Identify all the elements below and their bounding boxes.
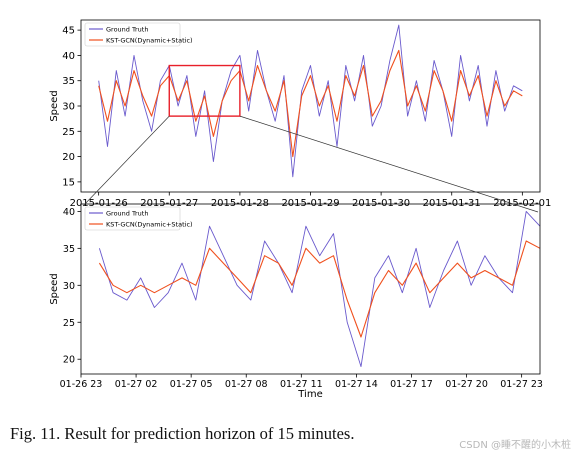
zoom-box <box>168 64 241 117</box>
y-tick-label: 20 <box>63 355 75 366</box>
x-tick-label: 2015-01-26 <box>70 198 128 209</box>
x-tick-label: 01-27 20 <box>445 379 488 390</box>
series-line-ground-truth <box>98 24 523 178</box>
x-tick-label: 2015-01-29 <box>281 198 339 209</box>
legend: Ground Truth KST-GCN(Dynamic+Static) <box>84 22 193 47</box>
x-tick-label: 01-27 23 <box>500 379 543 390</box>
x-tick-label: 2015-01-28 <box>211 198 269 209</box>
y-tick-label: 35 <box>63 244 75 255</box>
watermark: CSDN @睡不醒的小木桩 <box>459 440 571 451</box>
x-tick-label: 2015-02-01 <box>493 198 551 209</box>
y-tick-label: 15 <box>62 177 75 188</box>
legend-box <box>84 206 181 231</box>
x-axis-label: Time <box>297 389 322 400</box>
x-tick-label: 01-27 11 <box>280 379 323 390</box>
series-line-ground-truth <box>98 210 541 368</box>
y-tick-label: 25 <box>62 127 75 138</box>
x-tick-label: 01-27 17 <box>390 379 433 390</box>
y-axis-label: Speed <box>49 273 60 304</box>
legend-box <box>84 22 181 47</box>
legend: Ground Truth KST-GCN(Dynamic+Static) <box>84 206 193 231</box>
zoom-connectors <box>82 115 539 213</box>
y-tick-label: 20 <box>62 152 75 163</box>
x-tick-label: 01-27 05 <box>170 379 213 390</box>
x-tick-label: 01-27 08 <box>225 379 268 390</box>
y-tick-label: 30 <box>63 281 75 292</box>
plot-frame <box>80 203 541 375</box>
legend-label: Ground Truth <box>106 26 148 34</box>
connector-line-left <box>82 115 170 207</box>
y-tick-label: 25 <box>63 318 75 329</box>
figure-caption: Fig. 11. Result for prediction horizon o… <box>10 424 355 443</box>
x-tick-label: 2015-01-31 <box>423 198 481 209</box>
series-line-prediction <box>98 240 541 338</box>
x-tick-label: 2015-01-30 <box>352 198 410 209</box>
legend-label: Ground Truth <box>106 210 148 218</box>
connector-line-right <box>239 115 539 213</box>
y-tick-label: 40 <box>62 51 75 62</box>
x-tick-label: 01-26 23 <box>60 379 103 390</box>
y-tick-label: 40 <box>63 207 75 218</box>
zoom-panel: 20 25 30 35 40 01-26 23 01-27 02 01-27 05 01-27 … <box>49 203 543 400</box>
legend-label: KST-GCN(Dynamic+Static) <box>106 37 193 45</box>
overview-panel: 15 20 25 30 35 40 45 2015-01-26 2015-01-27 2015-0… <box>49 19 551 209</box>
y-axis-label: Speed <box>49 90 60 121</box>
x-tick-label: 01-27 02 <box>115 379 158 390</box>
y-tick-label: 35 <box>62 76 75 87</box>
y-tick-label: 45 <box>62 26 75 37</box>
x-tick-label: 2015-01-27 <box>140 198 198 209</box>
legend-label: KST-GCN(Dynamic+Static) <box>106 221 193 229</box>
x-tick-label: 01-27 14 <box>335 379 378 390</box>
y-tick-label: 30 <box>62 102 75 113</box>
